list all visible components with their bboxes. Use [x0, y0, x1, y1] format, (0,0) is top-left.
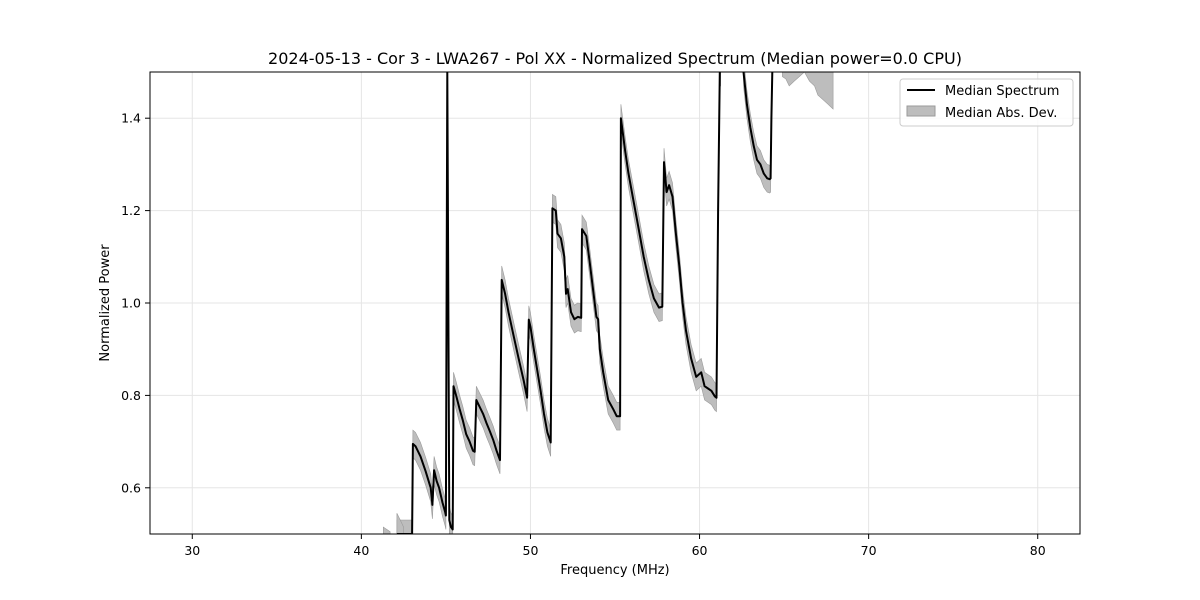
axis-ticks: 30 40 50 60 70 80 0.6 0.8 1.0 1.2 1.4 [121, 111, 1046, 558]
grid-lines [150, 72, 1080, 534]
legend: Median Spectrum Median Abs. Dev. [899, 78, 1074, 127]
x-tick-label: 80 [1030, 543, 1046, 558]
mad-fragment [782, 72, 834, 110]
x-axis-label: Frequency (MHz) [560, 563, 669, 578]
y-tick-label: 1.4 [121, 111, 141, 126]
mad-fragment [396, 513, 404, 534]
legend-median-abs-dev: Median Abs. Dev. [945, 106, 1057, 121]
x-tick-label: 40 [353, 543, 369, 558]
chart-title: 2024-05-13 - Cor 3 - LWA267 - Pol XX - N… [268, 49, 962, 68]
data-layer [383, 72, 834, 534]
x-tick-label: 50 [523, 543, 539, 558]
x-tick-label: 30 [184, 543, 200, 558]
y-tick-label: 1.2 [121, 203, 141, 218]
legend-box [899, 78, 1074, 127]
y-tick-label: 0.8 [121, 388, 141, 403]
y-tick-label: 1.0 [121, 296, 141, 311]
median-spectrum-line [396, 72, 721, 534]
x-tick-label: 60 [692, 543, 708, 558]
mad-fragment [383, 526, 391, 534]
legend-fill-swatch [906, 105, 936, 117]
legend-median-spectrum: Median Spectrum [945, 84, 1059, 99]
y-axis-label: Normalized Power [98, 244, 113, 362]
y-tick-label: 0.6 [121, 480, 141, 495]
x-tick-label: 70 [861, 543, 877, 558]
median-spectrum-line [742, 72, 774, 181]
